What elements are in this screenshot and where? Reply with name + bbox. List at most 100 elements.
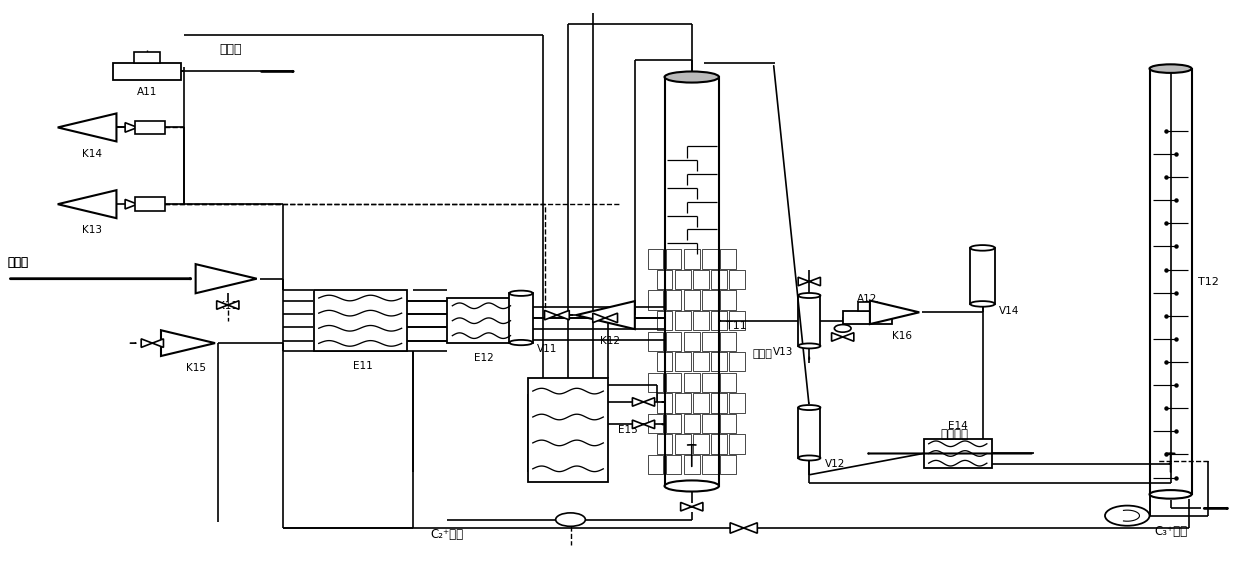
- Ellipse shape: [799, 293, 821, 298]
- Text: E12: E12: [474, 353, 494, 363]
- Ellipse shape: [665, 72, 719, 83]
- Text: 外输气: 外输气: [219, 43, 242, 56]
- Bar: [720, 414, 735, 433]
- Bar: [970, 248, 994, 304]
- Bar: [720, 455, 735, 474]
- Bar: [712, 393, 727, 413]
- Bar: [1149, 69, 1192, 494]
- Bar: [729, 270, 745, 289]
- Text: V14: V14: [998, 306, 1019, 316]
- Bar: [657, 311, 672, 330]
- Polygon shape: [125, 123, 150, 132]
- Ellipse shape: [799, 405, 821, 410]
- Polygon shape: [141, 339, 164, 347]
- Bar: [693, 311, 709, 330]
- Polygon shape: [58, 190, 117, 218]
- Bar: [684, 414, 699, 433]
- Bar: [702, 332, 718, 351]
- Ellipse shape: [510, 340, 533, 345]
- Text: 冷却水: 冷却水: [753, 349, 773, 359]
- Circle shape: [556, 513, 585, 526]
- Text: T11: T11: [727, 321, 748, 331]
- Bar: [858, 302, 877, 311]
- Bar: [675, 434, 691, 454]
- Polygon shape: [577, 301, 635, 329]
- Bar: [729, 434, 745, 454]
- Polygon shape: [870, 301, 919, 324]
- Bar: [666, 291, 682, 310]
- Text: K14: K14: [82, 149, 102, 159]
- Text: E13: E13: [618, 425, 637, 435]
- Bar: [843, 311, 893, 324]
- Bar: [647, 455, 663, 474]
- Bar: [693, 270, 709, 289]
- Bar: [666, 455, 682, 474]
- Bar: [528, 378, 609, 482]
- Text: C₂⁺凝液: C₂⁺凝液: [430, 528, 464, 541]
- Bar: [702, 414, 718, 433]
- Bar: [702, 373, 718, 392]
- Text: V11: V11: [537, 345, 558, 354]
- Polygon shape: [832, 333, 854, 341]
- Bar: [135, 120, 165, 134]
- Polygon shape: [799, 277, 821, 286]
- Ellipse shape: [799, 455, 821, 461]
- Ellipse shape: [1149, 64, 1192, 73]
- Bar: [693, 352, 709, 372]
- Bar: [666, 249, 682, 269]
- Bar: [647, 249, 663, 269]
- Bar: [657, 393, 672, 413]
- Bar: [675, 311, 691, 330]
- Bar: [720, 291, 735, 310]
- Bar: [684, 249, 699, 269]
- Circle shape: [1105, 506, 1149, 526]
- Bar: [684, 373, 699, 392]
- Bar: [720, 249, 735, 269]
- Polygon shape: [593, 313, 618, 323]
- Ellipse shape: [510, 291, 533, 296]
- Polygon shape: [730, 523, 758, 533]
- Bar: [729, 311, 745, 330]
- Polygon shape: [161, 330, 215, 356]
- Text: 乙烷产品: 乙烷产品: [940, 428, 968, 441]
- Ellipse shape: [799, 343, 821, 348]
- Bar: [720, 332, 735, 351]
- Bar: [720, 373, 735, 392]
- Text: K15: K15: [186, 363, 206, 373]
- Text: A12: A12: [857, 294, 878, 304]
- Bar: [657, 270, 672, 289]
- Polygon shape: [632, 420, 655, 428]
- Polygon shape: [196, 264, 257, 293]
- Bar: [657, 352, 672, 372]
- Bar: [665, 77, 719, 486]
- Bar: [657, 434, 672, 454]
- Text: E11: E11: [353, 361, 372, 371]
- Polygon shape: [58, 113, 117, 141]
- Text: A11: A11: [138, 87, 157, 97]
- Bar: [693, 434, 709, 454]
- Text: K11: K11: [218, 301, 238, 311]
- Text: K16: K16: [892, 332, 913, 341]
- Bar: [134, 52, 160, 63]
- Bar: [675, 352, 691, 372]
- Bar: [647, 373, 663, 392]
- Bar: [135, 198, 165, 211]
- Bar: [702, 455, 718, 474]
- Text: E14: E14: [947, 421, 967, 431]
- Text: 原料气: 原料气: [7, 256, 29, 269]
- Bar: [684, 332, 699, 351]
- Text: T12: T12: [1198, 276, 1219, 287]
- Bar: [729, 393, 745, 413]
- Bar: [799, 408, 821, 458]
- Text: V13: V13: [773, 347, 794, 356]
- Bar: [684, 291, 699, 310]
- Bar: [799, 296, 821, 346]
- Polygon shape: [125, 199, 150, 209]
- Text: C₃⁺凝液: C₃⁺凝液: [1154, 525, 1187, 538]
- Polygon shape: [632, 397, 655, 406]
- Bar: [924, 439, 992, 468]
- Bar: [684, 455, 699, 474]
- Text: 原料气: 原料气: [7, 256, 29, 269]
- Bar: [729, 352, 745, 372]
- Bar: [675, 270, 691, 289]
